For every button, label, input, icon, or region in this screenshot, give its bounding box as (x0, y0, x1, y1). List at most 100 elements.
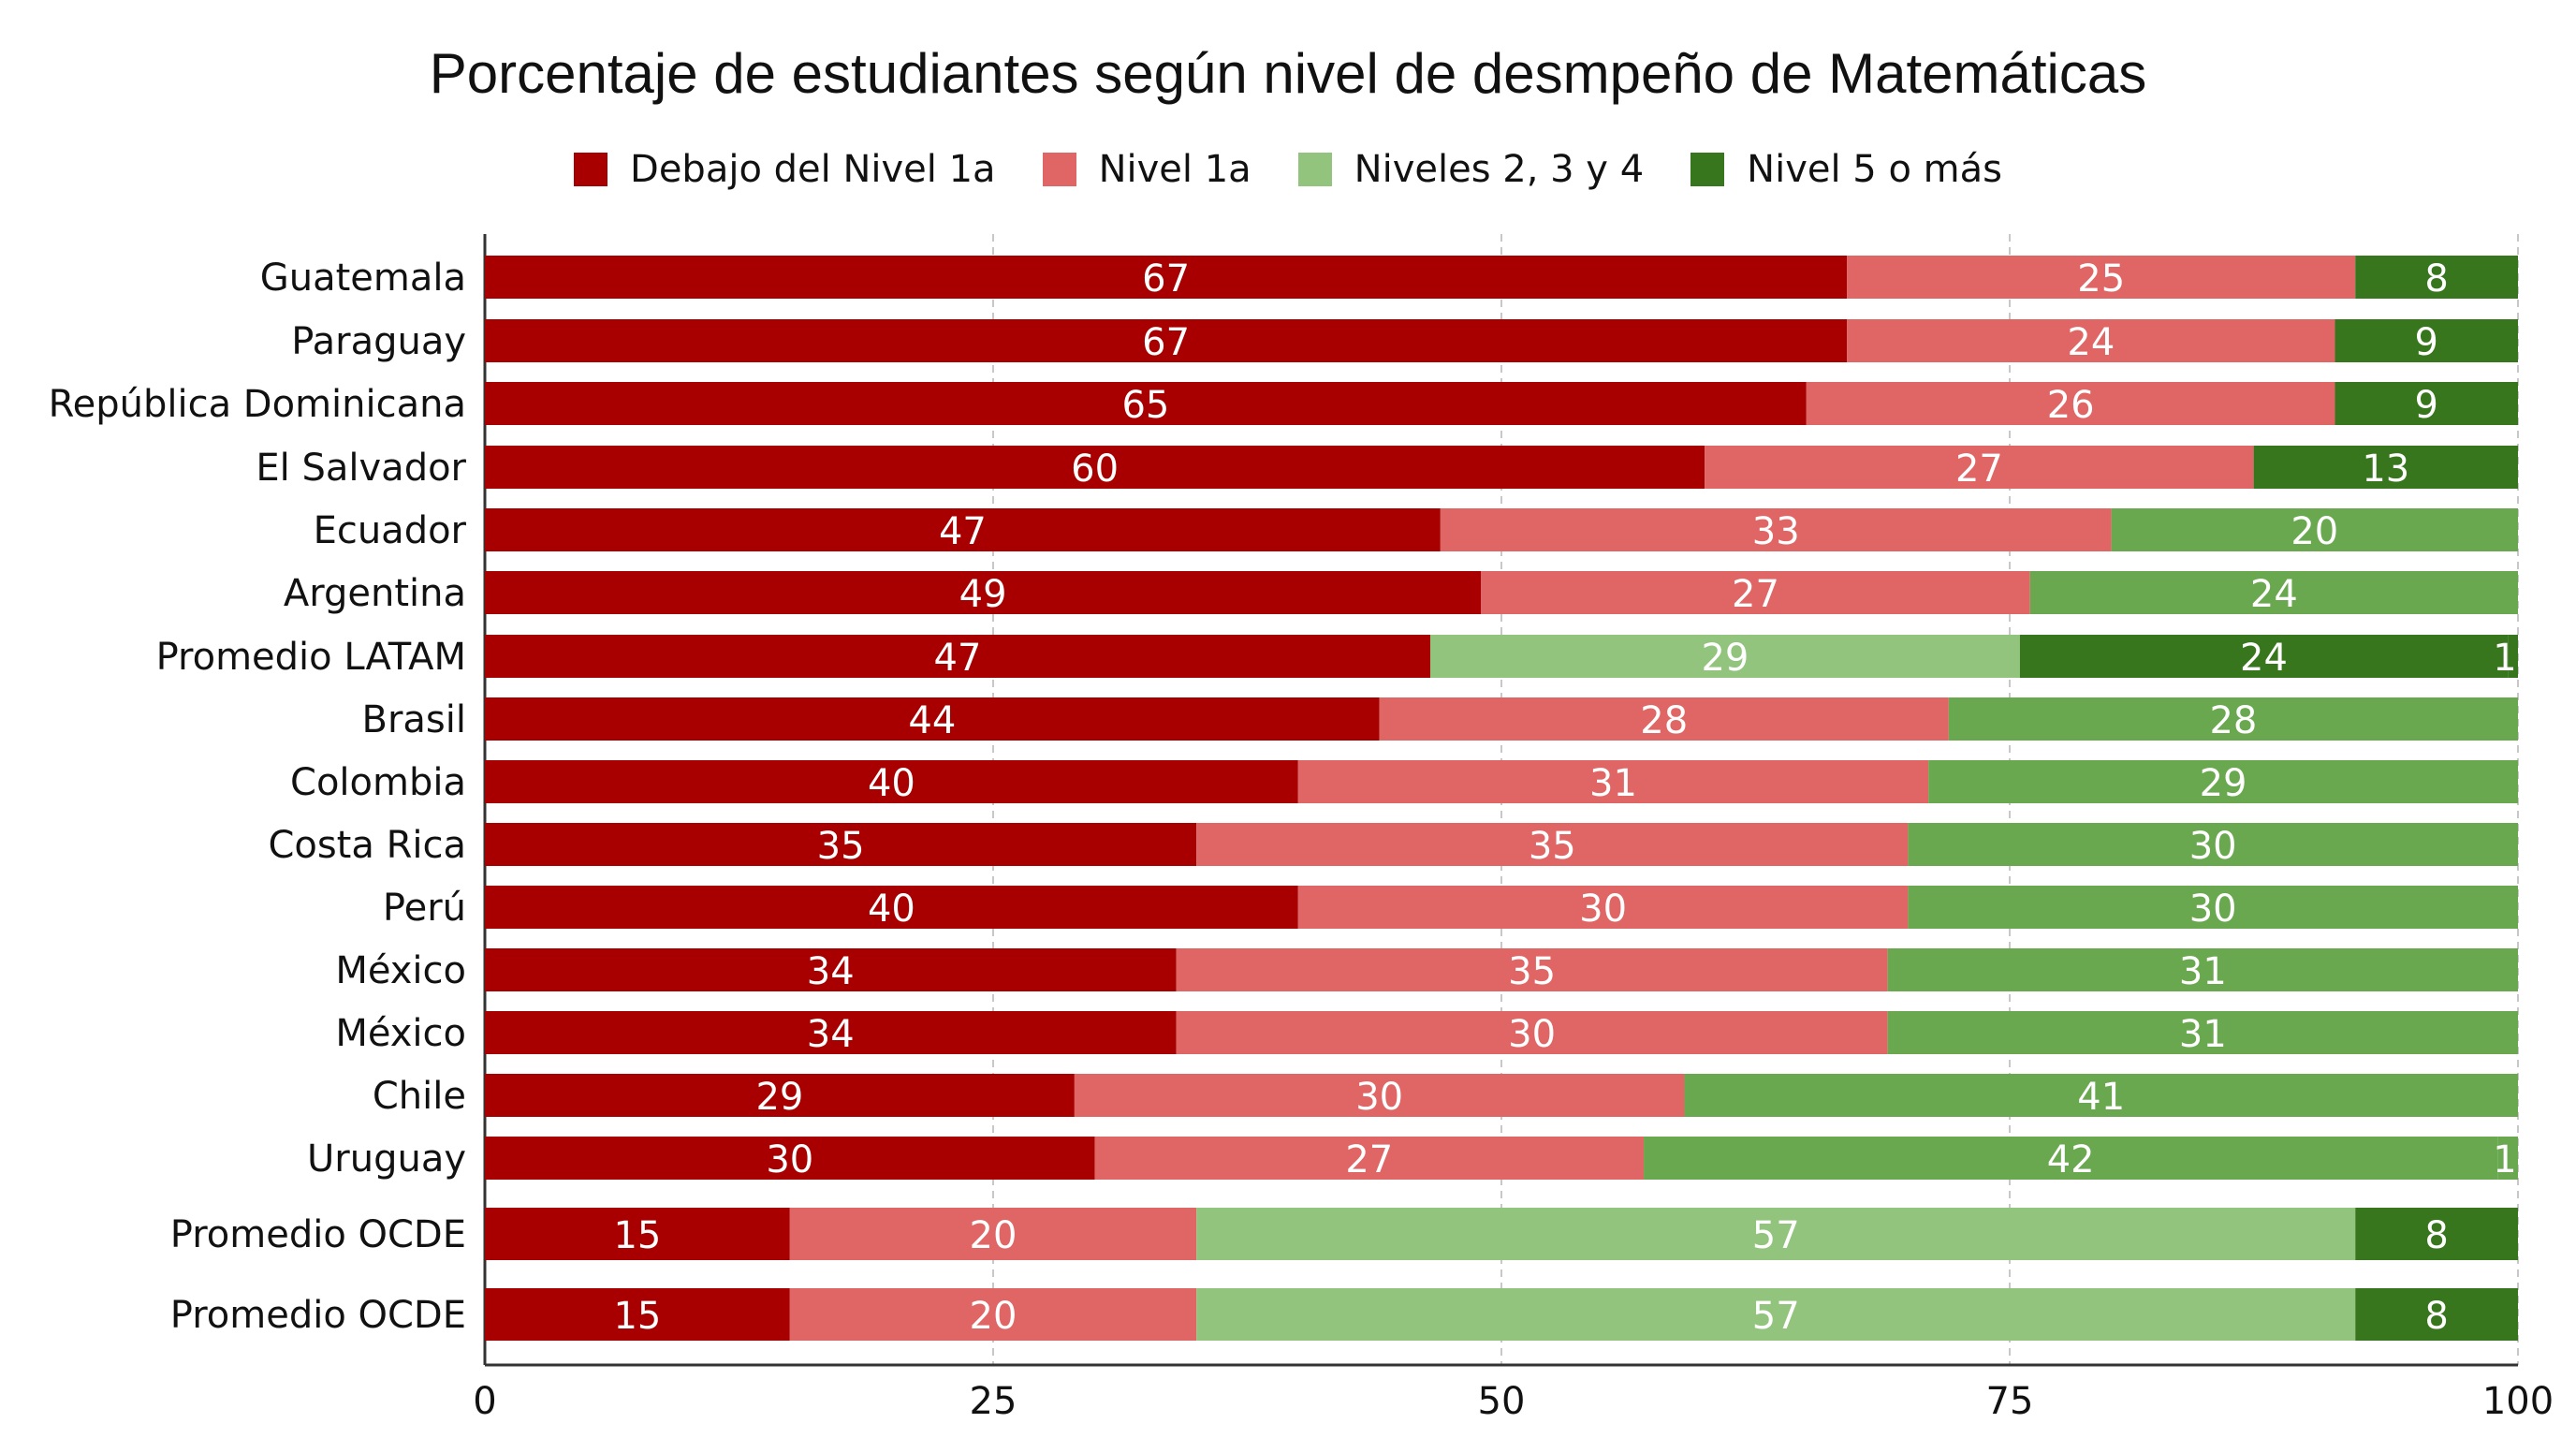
category-label: Promedio OCDE (170, 1294, 466, 1337)
x-tick-label: 75 (1986, 1380, 2034, 1423)
bar-segment (485, 1208, 790, 1260)
bar-segment (1806, 382, 2335, 425)
legend-label: Nivel 5 o más (1747, 148, 2002, 191)
x-tick-label: 100 (2482, 1380, 2554, 1423)
data-label: 57 (1752, 1214, 1800, 1257)
data-label: 40 (868, 888, 915, 931)
data-label: 24 (2240, 637, 2288, 680)
bar-segment (485, 635, 1430, 678)
data-label: 35 (1508, 950, 1556, 993)
category-label: México (335, 1012, 466, 1055)
data-label: 8 (2424, 1214, 2448, 1257)
bar-segment (1176, 948, 1888, 991)
legend-swatch (1297, 153, 1332, 186)
category-label: El Salvador (256, 447, 466, 490)
data-label: 20 (970, 1214, 1017, 1257)
data-label: 35 (817, 825, 865, 868)
category-label: Brasil (362, 698, 466, 741)
bar-segment (2355, 1208, 2518, 1260)
legend-swatch (1690, 153, 1725, 186)
bar-segment (2111, 508, 2518, 551)
data-label: 1 (2493, 1138, 2516, 1181)
data-label: 33 (1752, 510, 1800, 553)
bar-segment (485, 760, 1298, 803)
category-label: Argentina (284, 572, 466, 615)
legend-label: Nivel 1a (1098, 148, 1251, 191)
chart-legend: Debajo del Nivel 1a Nivel 1a Niveles 2, … (0, 148, 2576, 191)
data-label: 30 (2189, 825, 2237, 868)
bar-segment (1887, 1011, 2518, 1054)
bar-segment (1928, 760, 2518, 803)
data-label: 57 (1752, 1295, 1800, 1338)
x-tick-label: 0 (473, 1380, 496, 1423)
legend-label: Niveles 2, 3 y 4 (1354, 148, 1645, 191)
data-label: 31 (2179, 1013, 2227, 1056)
bar-segment (1908, 823, 2518, 866)
bar-segment (485, 1074, 1075, 1117)
bar-segment (1481, 571, 2030, 614)
data-label: 8 (2424, 257, 2448, 301)
bar-segment (2334, 382, 2518, 425)
data-label: 47 (939, 510, 987, 553)
data-label: 15 (613, 1295, 661, 1338)
bar-segment (2019, 635, 2509, 678)
chart-title: Porcentaje de estudiantes según nivel de… (429, 42, 2147, 105)
category-label: Costa Rica (268, 824, 466, 867)
data-label: 24 (2067, 321, 2115, 364)
legend-item-nivel-1a: Nivel 1a (1042, 148, 1251, 191)
bar-segment (485, 823, 1197, 866)
bar-segment (485, 446, 1705, 489)
bar-segment (1196, 1288, 2356, 1341)
data-label: 42 (2047, 1138, 2095, 1181)
data-label: 20 (970, 1295, 1017, 1338)
bar-segment (2508, 635, 2518, 678)
data-label: 40 (868, 762, 915, 805)
data-label: 28 (2209, 699, 2257, 742)
data-label: 28 (1640, 699, 1688, 742)
bar-segment (485, 382, 1807, 425)
category-label: Perú (383, 887, 466, 930)
category-label: Colombia (290, 761, 466, 804)
data-label: 24 (2250, 573, 2298, 616)
data-label: 67 (1142, 257, 1190, 301)
data-label: 30 (2189, 888, 2237, 931)
x-tick-label: 50 (1478, 1380, 1526, 1423)
bar-segment (1297, 760, 1929, 803)
bar-segment (1644, 1137, 2498, 1180)
bar-segment (485, 1137, 1095, 1180)
bar-segment (485, 948, 1177, 991)
category-label: República Dominicana (49, 383, 466, 426)
bar-segment (1429, 635, 2020, 678)
data-label: 27 (1345, 1138, 1393, 1181)
category-label: Promedio OCDE (170, 1213, 466, 1256)
data-label: 41 (2077, 1076, 2125, 1119)
bar-segment (485, 256, 1848, 299)
category-label: Guatemala (260, 257, 466, 300)
bar-segment (2355, 256, 2518, 299)
category-label: Uruguay (307, 1137, 466, 1181)
x-tick-label: 25 (970, 1380, 1017, 1423)
data-label: 47 (934, 637, 982, 680)
data-label: 30 (1355, 1076, 1403, 1119)
bar-segment (789, 1208, 1197, 1260)
bar-segment (1094, 1137, 1645, 1180)
data-label: 44 (908, 699, 956, 742)
bar-segment (1297, 886, 1909, 929)
bar-segment (2253, 446, 2518, 489)
legend-label: Debajo del Nivel 1a (630, 148, 996, 191)
data-label: 13 (2362, 448, 2409, 491)
legend-swatch (1042, 153, 1076, 186)
legend-item-nivel-5: Nivel 5 o más (1690, 148, 2002, 191)
bar-segment (1176, 1011, 1888, 1054)
data-label: 27 (1955, 448, 2003, 491)
bar-segment (1074, 1074, 1685, 1117)
legend-item-niveles-2-3-4: Niveles 2, 3 y 4 (1297, 148, 1645, 191)
data-label: 34 (807, 950, 855, 993)
bar-segment (485, 886, 1298, 929)
data-label: 29 (2200, 762, 2247, 805)
data-label: 35 (1529, 825, 1576, 868)
bar-segment (1705, 446, 2254, 489)
data-label: 30 (1579, 888, 1627, 931)
bar-segment (2355, 1288, 2518, 1341)
